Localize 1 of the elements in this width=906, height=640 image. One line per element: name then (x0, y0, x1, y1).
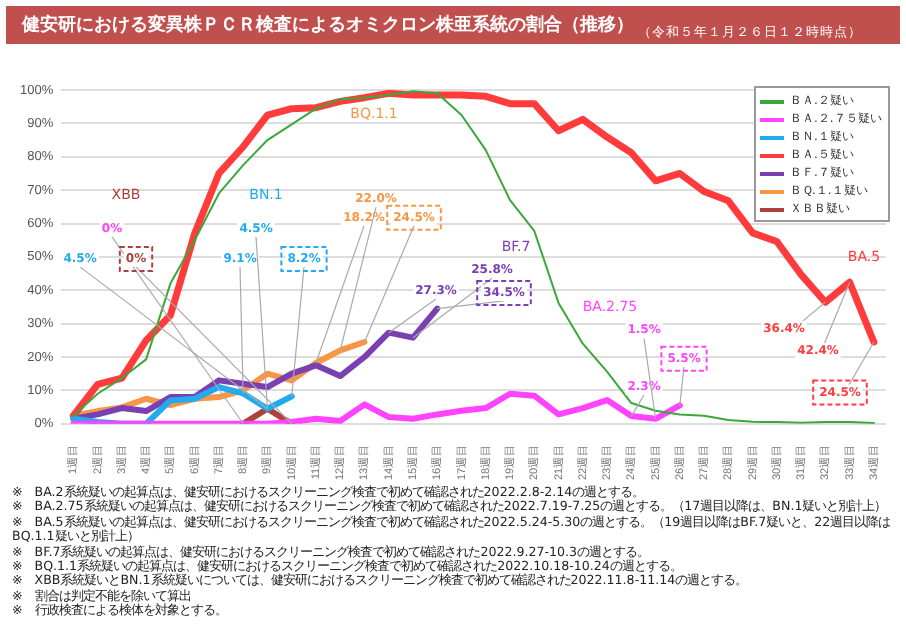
chart-title: 健安研における変異株ＰＣＲ検査によるオミクロン株亜系統の割合（推移） (22, 12, 634, 40)
